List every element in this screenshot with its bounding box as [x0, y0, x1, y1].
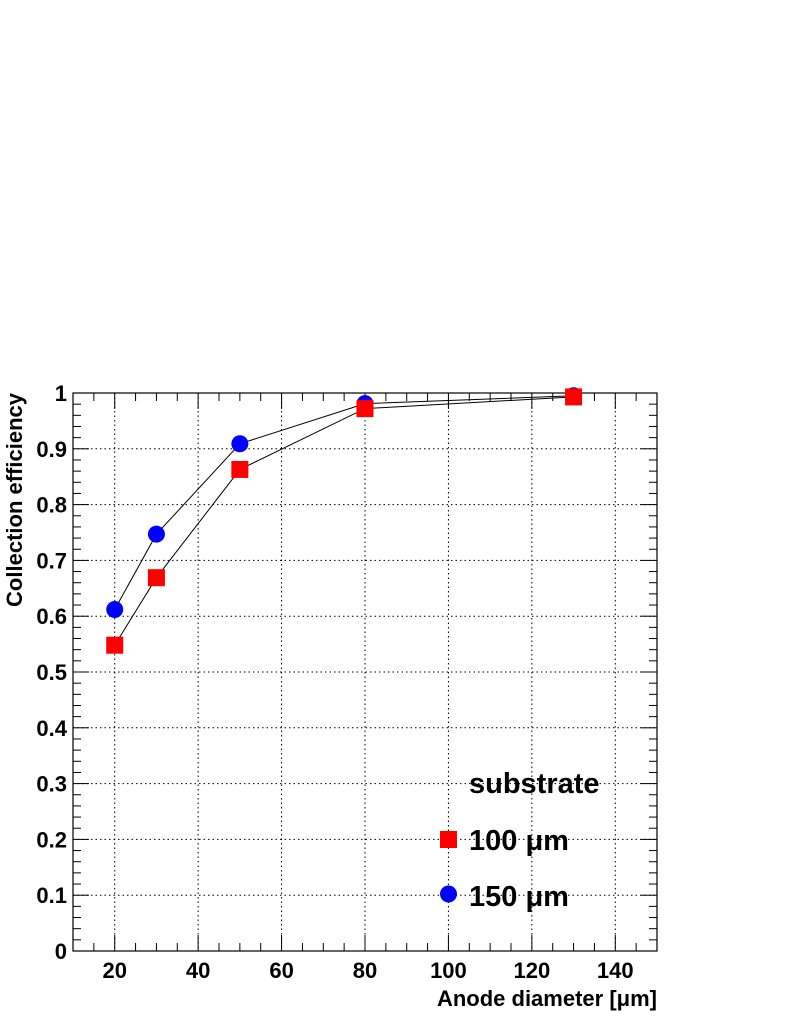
x-tick-labels: 20 40 60 80 100 120 140 — [102, 958, 633, 983]
y-axis-label: Collection efficiency — [2, 392, 27, 607]
plot-frame — [72, 392, 658, 952]
y-tick-label: 0.8 — [36, 493, 67, 518]
y-tick-label: 0.3 — [36, 772, 67, 797]
minor-ticks — [72, 392, 658, 952]
y-tick-label: 0.4 — [36, 716, 67, 741]
legend-marker-square — [440, 831, 457, 848]
series-markers — [106, 387, 583, 654]
legend-label-100um: 100 μm — [469, 825, 569, 857]
y-tick-label: 0.5 — [36, 660, 67, 685]
legend-title: substrate — [469, 768, 600, 800]
y-tick-label: 0 — [55, 939, 67, 964]
y-tick-label: 0.1 — [36, 883, 67, 908]
data-point-circle — [147, 525, 165, 543]
series-lines — [114, 395, 574, 646]
legend-marker-circle — [440, 885, 457, 903]
data-point-square — [231, 460, 249, 478]
data-point-square — [147, 569, 165, 587]
x-tick-label: 80 — [353, 958, 377, 983]
x-tick-label: 120 — [513, 958, 550, 983]
legend: substrate 100 μm 150 μm — [440, 768, 600, 913]
x-tick-label: 100 — [430, 958, 467, 983]
x-tick-label: 20 — [102, 958, 126, 983]
y-tick-labels: 0 0.1 0.2 0.3 0.4 0.5 0.6 0.7 0.8 0.9 1 — [36, 381, 67, 964]
x-axis-label: Anode diameter [μm] — [437, 986, 657, 1011]
y-tick-label: 0.6 — [36, 604, 67, 629]
x-tick-label: 140 — [597, 958, 634, 983]
legend-label-150um: 150 μm — [469, 881, 569, 913]
series-line-0 — [114, 396, 574, 646]
y-tick-label: 0.2 — [36, 827, 67, 852]
grid — [73, 393, 657, 951]
x-tick-label: 60 — [269, 958, 293, 983]
data-point-circle — [106, 601, 124, 619]
y-tick-label: 0.9 — [36, 437, 67, 462]
series-line-1 — [114, 395, 574, 610]
x-tick-label: 40 — [186, 958, 210, 983]
data-point-square — [565, 388, 583, 406]
data-point-circle — [231, 435, 249, 453]
y-tick-label: 0.7 — [36, 548, 67, 573]
data-point-square — [356, 400, 374, 418]
data-point-square — [106, 636, 124, 654]
y-tick-label: 1 — [55, 381, 67, 406]
